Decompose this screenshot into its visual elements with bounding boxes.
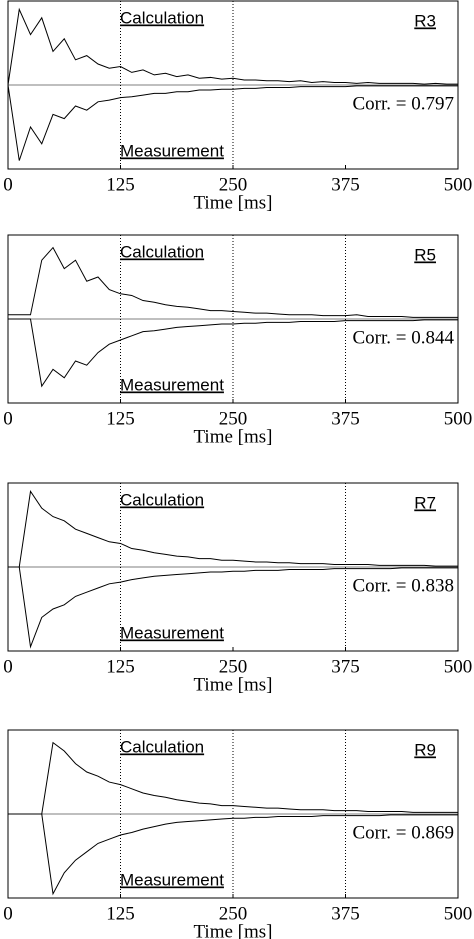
x-tick-label: 375 — [331, 903, 360, 924]
x-tick-label: 0 — [3, 903, 13, 924]
x-tick-label: 0 — [3, 656, 13, 677]
series-label: Calculation — [120, 490, 204, 509]
x-tick-label: 0 — [3, 408, 13, 429]
x-tick-label: 250 — [219, 174, 248, 195]
x-tick-label: 375 — [331, 656, 360, 677]
x-tick-label: 500 — [444, 903, 473, 924]
panel-title: R7 — [414, 493, 436, 512]
series-label: Measurement — [120, 375, 224, 394]
signal-trace — [8, 566, 458, 649]
x-tick-label: 250 — [219, 903, 248, 924]
x-tick-label: 0 — [3, 174, 13, 195]
series-label: Calculation — [120, 8, 204, 27]
signal-trace — [8, 813, 458, 896]
x-axis-label: Time [ms] — [193, 426, 272, 447]
x-tick-label: 500 — [444, 174, 473, 195]
x-tick-label: 125 — [106, 408, 135, 429]
signal-trace — [8, 741, 458, 815]
panel-title: R3 — [414, 11, 436, 30]
series-label: Calculation — [120, 242, 204, 261]
panel-title: R9 — [414, 740, 436, 759]
signal-trace — [8, 318, 458, 388]
series-label: Measurement — [120, 870, 224, 889]
x-tick-label: 500 — [444, 408, 473, 429]
x-tick-label: 375 — [331, 174, 360, 195]
series-label: Measurement — [120, 141, 224, 160]
x-tick-label: 375 — [331, 408, 360, 429]
signal-trace — [7, 84, 458, 161]
x-tick-label: 500 — [444, 656, 473, 677]
series-label: Calculation — [120, 737, 204, 756]
annotation: Corr. = 0.838 — [353, 575, 455, 596]
series-label: Measurement — [120, 623, 224, 642]
x-tick-label: 125 — [106, 903, 135, 924]
x-tick-label: 250 — [219, 408, 248, 429]
x-axis-label: Time [ms] — [193, 674, 272, 695]
annotation: Corr. = 0.869 — [353, 822, 455, 843]
x-axis-label: Time [ms] — [193, 192, 272, 213]
signal-trace — [7, 7, 458, 86]
signal-trace — [8, 490, 458, 568]
x-tick-label: 125 — [106, 174, 135, 195]
x-tick-label: 250 — [219, 656, 248, 677]
panel-title: R5 — [414, 245, 436, 264]
signal-trace — [8, 246, 458, 318]
x-tick-label: 125 — [106, 656, 135, 677]
annotation: Corr. = 0.797 — [353, 93, 455, 114]
x-axis-label: Time [ms] — [193, 921, 272, 939]
annotation: Corr. = 0.844 — [353, 327, 455, 348]
